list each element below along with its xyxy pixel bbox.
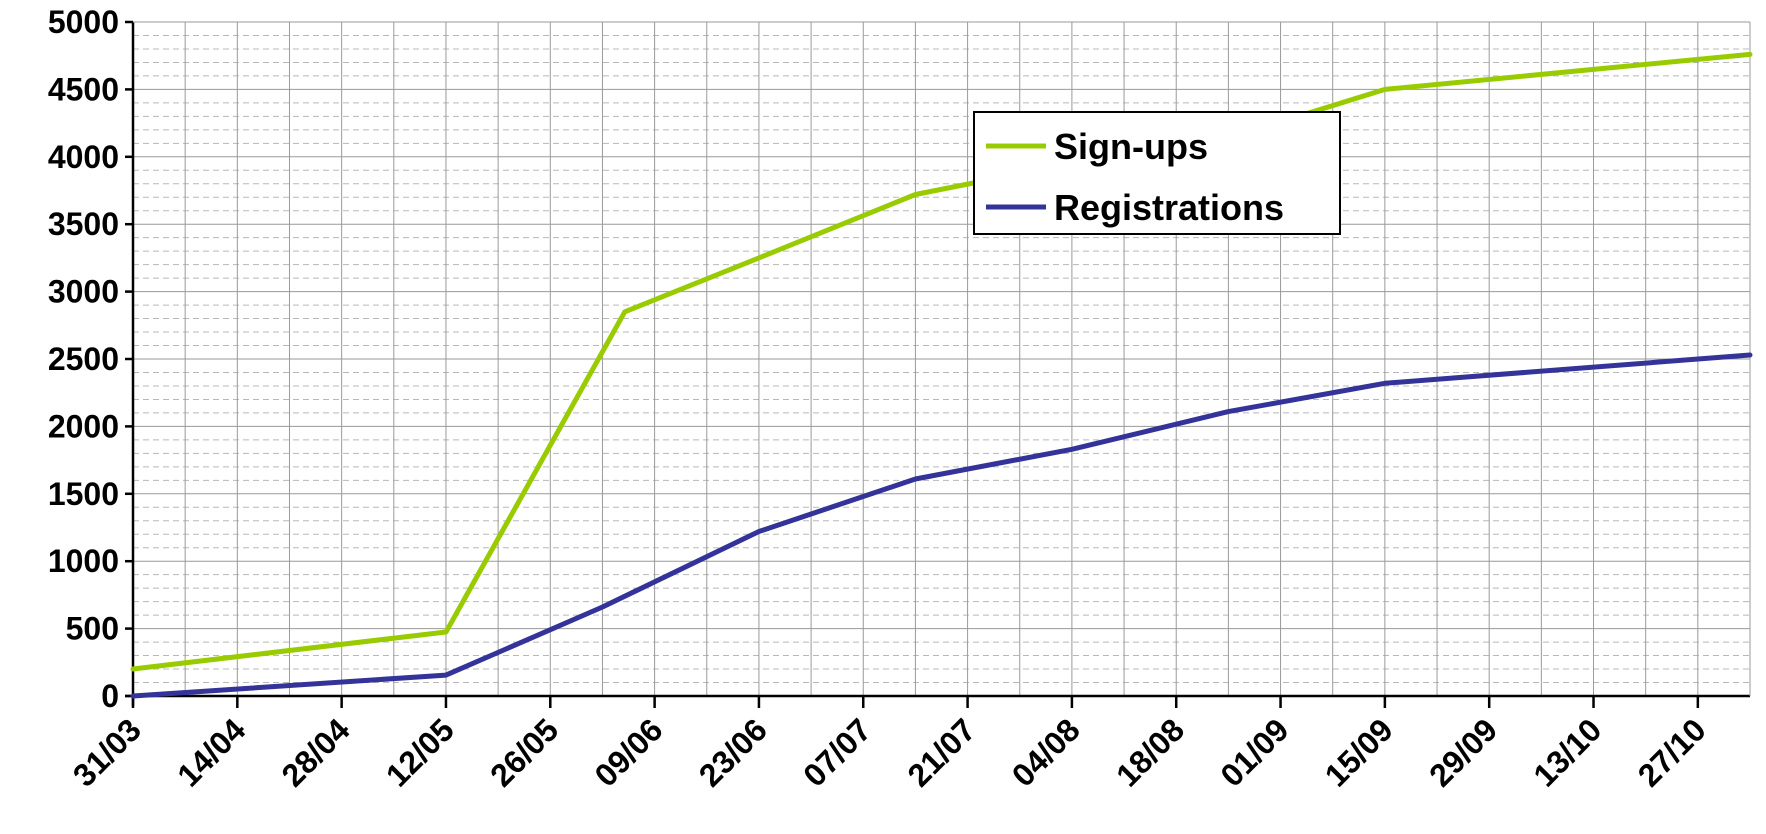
x-tick-label: 09/06 xyxy=(587,711,669,793)
x-tick-label: 29/09 xyxy=(1422,711,1504,793)
chart-legend: Sign-ups Registrations xyxy=(973,111,1341,235)
x-tick-label: 15/09 xyxy=(1318,711,1400,793)
y-tick-label: 5000 xyxy=(48,4,119,40)
x-tick-label: 27/10 xyxy=(1631,711,1713,793)
y-tick-label: 3500 xyxy=(48,206,119,242)
x-tick-label: 14/04 xyxy=(170,711,252,793)
legend-label-registrations: Registrations xyxy=(1054,187,1284,228)
x-tick-label: 23/06 xyxy=(692,711,774,793)
y-tick-label: 2500 xyxy=(48,341,119,377)
y-tick-label: 2000 xyxy=(48,408,119,444)
chart-series xyxy=(130,51,1753,699)
x-tick-label: 01/09 xyxy=(1213,711,1295,793)
x-tick-label: 21/07 xyxy=(900,711,982,793)
y-tick-label: 1500 xyxy=(48,476,119,512)
x-tick-label: 13/10 xyxy=(1526,711,1608,793)
x-tick-label: 26/05 xyxy=(483,711,565,793)
y-tick-label: 1000 xyxy=(48,543,119,579)
x-tick-label: 07/07 xyxy=(796,711,878,793)
y-tick-label: 4500 xyxy=(48,71,119,107)
x-tick-label: 28/04 xyxy=(275,711,357,793)
y-tick-label: 0 xyxy=(101,678,119,714)
series-line-sign-ups xyxy=(130,51,1753,672)
y-axis-ticks: 0 500 1000 1500 2000 2500 3000 3500 4000 4500 5000 xyxy=(48,4,133,714)
y-tick-label: 500 xyxy=(66,611,119,647)
legend-box xyxy=(973,111,1341,235)
chart-grid xyxy=(133,21,1750,696)
legend-label-sign-ups: Sign-ups xyxy=(1054,126,1208,167)
series-line-registrations xyxy=(130,352,1753,699)
y-tick-label: 4000 xyxy=(48,139,119,175)
x-tick-label: 31/03 xyxy=(66,711,148,793)
x-tick-label: 04/08 xyxy=(1005,711,1087,793)
y-tick-label: 3000 xyxy=(48,274,119,310)
chart-axes xyxy=(125,21,1751,706)
x-tick-label: 12/05 xyxy=(379,711,461,793)
x-tick-label: 18/08 xyxy=(1109,711,1191,793)
x-axis-ticks: 31/03 14/04 28/04 12/05 26/05 09/06 23/06 07/07… xyxy=(66,696,1713,794)
